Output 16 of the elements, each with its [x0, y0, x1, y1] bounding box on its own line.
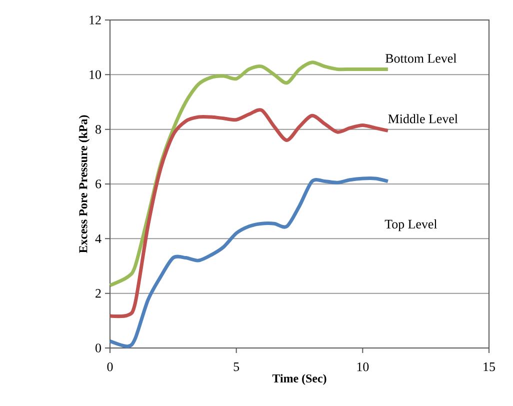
y-tick-label: 0 — [96, 344, 102, 352]
text: Top Level — [384, 219, 438, 232]
y-tick-label: 10 — [90, 70, 102, 80]
y-axis-title: Excess Pore Pressure (kPa) — [78, 115, 90, 254]
x-tick-label: 15 — [484, 362, 495, 372]
x-tick-label: 10 — [357, 362, 369, 372]
x-axis-title: Time (Sec) — [272, 374, 326, 385]
series-label: Bottom Level — [386, 54, 456, 63]
x-tick-label: 0 — [107, 362, 113, 372]
y-tick-label: 4 — [95, 234, 102, 243]
y-tick-label: 12 — [90, 16, 101, 24]
y-tick-label: 8 — [96, 124, 102, 134]
y-tick-label: 6 — [96, 180, 102, 188]
y-tick-label: 2 — [96, 289, 101, 298]
series-label: Middle Level — [388, 114, 458, 124]
x-tick-label: 5 — [234, 362, 240, 372]
